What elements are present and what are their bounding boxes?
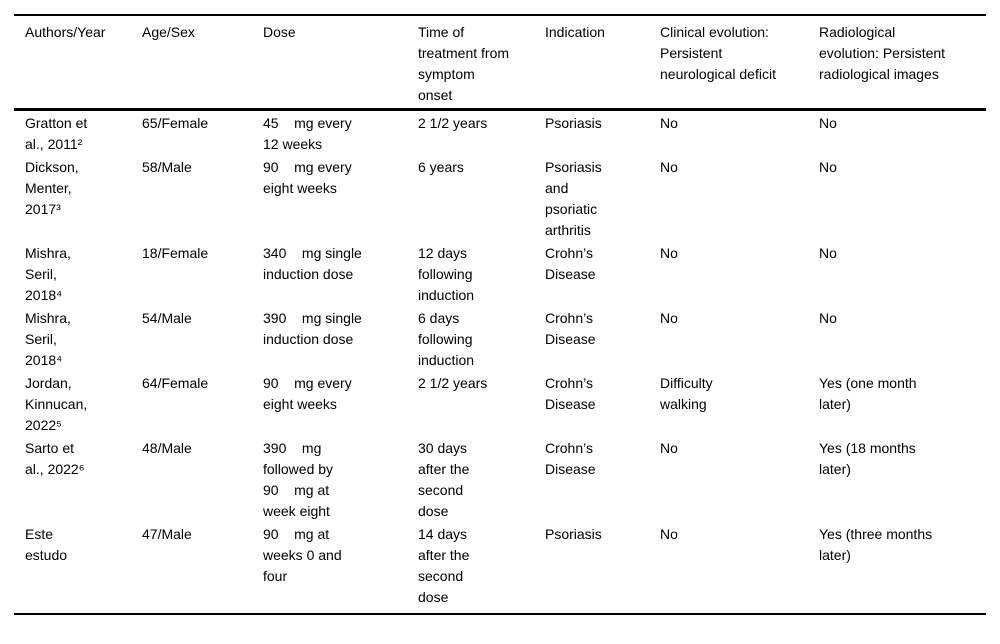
cell-radiological-evolution: No: [819, 245, 837, 261]
cell-radiological-evolution: No: [819, 115, 837, 131]
cell-indication: Psoriasis: [545, 115, 602, 131]
cell-clinical-evolution: No: [660, 159, 678, 175]
cell-indication: Crohn’s Disease: [545, 375, 596, 412]
cell-time-of-treatment: 14 days after the second dose: [418, 526, 470, 605]
cell-time-of-treatment: 30 days after the second dose: [418, 440, 470, 519]
cell-time-of-treatment: 2 1/2 years: [418, 375, 488, 391]
column-header-radiological-evolution: Radiological evolution: Persistent radio…: [808, 15, 986, 111]
header-row: Authors/Year Age/Sex Dose Time of treatm…: [14, 15, 986, 111]
cell-authors-year: Dickson, Menter, 2017³: [25, 159, 79, 217]
cell-time-of-treatment: 6 years: [418, 159, 464, 175]
cell-radiological-evolution: Yes (three months later): [819, 526, 933, 563]
cell-clinical-evolution: No: [660, 245, 678, 261]
table-header: Authors/Year Age/Sex Dose Time of treatm…: [14, 15, 986, 111]
cell-authors-year: Este estudo: [25, 526, 68, 563]
cell-dose: 45 mg every 12 weeks: [263, 115, 352, 152]
column-header-clinical-evolution: Clinical evolution: Persistent neurologi…: [649, 15, 808, 111]
cell-dose: 390 mg single induction dose: [263, 310, 362, 347]
cell-clinical-evolution: No: [660, 310, 678, 326]
cell-dose: 90 mg every eight weeks: [263, 375, 352, 412]
cell-age-sex: 54/Male: [142, 310, 192, 326]
cell-authors-year: Mishra, Seril, 2018⁴: [25, 310, 71, 368]
cell-dose: 90 mg at weeks 0 and four: [263, 526, 342, 584]
table-row: Jordan, Kinnucan, 2022⁵ 64/Female 90 mg …: [14, 371, 986, 436]
cell-age-sex: 47/Male: [142, 526, 192, 542]
cell-clinical-evolution: Difficulty walking: [660, 375, 713, 412]
cell-authors-year: Mishra, Seril, 2018⁴: [25, 245, 71, 303]
cell-dose: 340 mg single induction dose: [263, 245, 362, 282]
cell-radiological-evolution: No: [819, 310, 837, 326]
cell-authors-year: Gratton et al., 2011²: [25, 115, 88, 152]
cell-age-sex: 48/Male: [142, 440, 192, 456]
table-row: Mishra, Seril, 2018⁴ 54/Male 390 mg sing…: [14, 306, 986, 371]
column-header-dose: Dose: [252, 15, 407, 111]
cell-indication: Crohn’s Disease: [545, 310, 596, 347]
cell-age-sex: 64/Female: [142, 375, 209, 391]
cell-dose: 90 mg every eight weeks: [263, 159, 352, 196]
cell-time-of-treatment: 12 days following induction: [418, 245, 475, 303]
table-row: Sarto et al., 2022⁶ 48/Male 390 mg follo…: [14, 436, 986, 522]
cell-time-of-treatment: 6 days following induction: [418, 310, 475, 368]
cell-clinical-evolution: No: [660, 440, 678, 456]
cell-age-sex: 65/Female: [142, 115, 209, 131]
column-header-authors-year: Authors/Year: [14, 15, 131, 111]
cell-clinical-evolution: No: [660, 526, 678, 542]
table-row: Este estudo 47/Male 90 mg at weeks 0 and…: [14, 522, 986, 614]
column-header-indication: Indication: [534, 15, 649, 111]
cell-time-of-treatment: 2 1/2 years: [418, 115, 488, 131]
cell-radiological-evolution: No: [819, 159, 837, 175]
cell-radiological-evolution: Yes (one month later): [819, 375, 917, 412]
cell-radiological-evolution: Yes (18 months later): [819, 440, 916, 477]
cell-indication: Psoriasis: [545, 526, 602, 542]
table-row: Dickson, Menter, 2017³ 58/Male 90 mg eve…: [14, 155, 986, 241]
cell-indication: Crohn’s Disease: [545, 245, 596, 282]
table-row: Mishra, Seril, 2018⁴ 18/Female 340 mg si…: [14, 241, 986, 306]
cell-clinical-evolution: No: [660, 115, 678, 131]
case-reports-table: Authors/Year Age/Sex Dose Time of treatm…: [14, 14, 986, 615]
cell-indication: Crohn’s Disease: [545, 440, 596, 477]
table-row: Gratton et al., 2011² 65/Female 45 mg ev…: [14, 110, 986, 156]
cell-authors-year: Jordan, Kinnucan, 2022⁵: [25, 375, 88, 433]
cell-age-sex: 58/Male: [142, 159, 192, 175]
column-header-time-of-treatment: Time of treatment from symptom onset: [407, 15, 534, 111]
cell-age-sex: 18/Female: [142, 245, 209, 261]
cell-dose: 390 mg followed by 90 mg at week eight: [263, 440, 334, 519]
cell-authors-year: Sarto et al., 2022⁶: [25, 440, 85, 477]
table-body: Gratton et al., 2011² 65/Female 45 mg ev…: [14, 110, 986, 615]
cell-indication: Psoriasis and psoriatic arthritis: [545, 159, 602, 238]
column-header-age-sex: Age/Sex: [131, 15, 252, 111]
